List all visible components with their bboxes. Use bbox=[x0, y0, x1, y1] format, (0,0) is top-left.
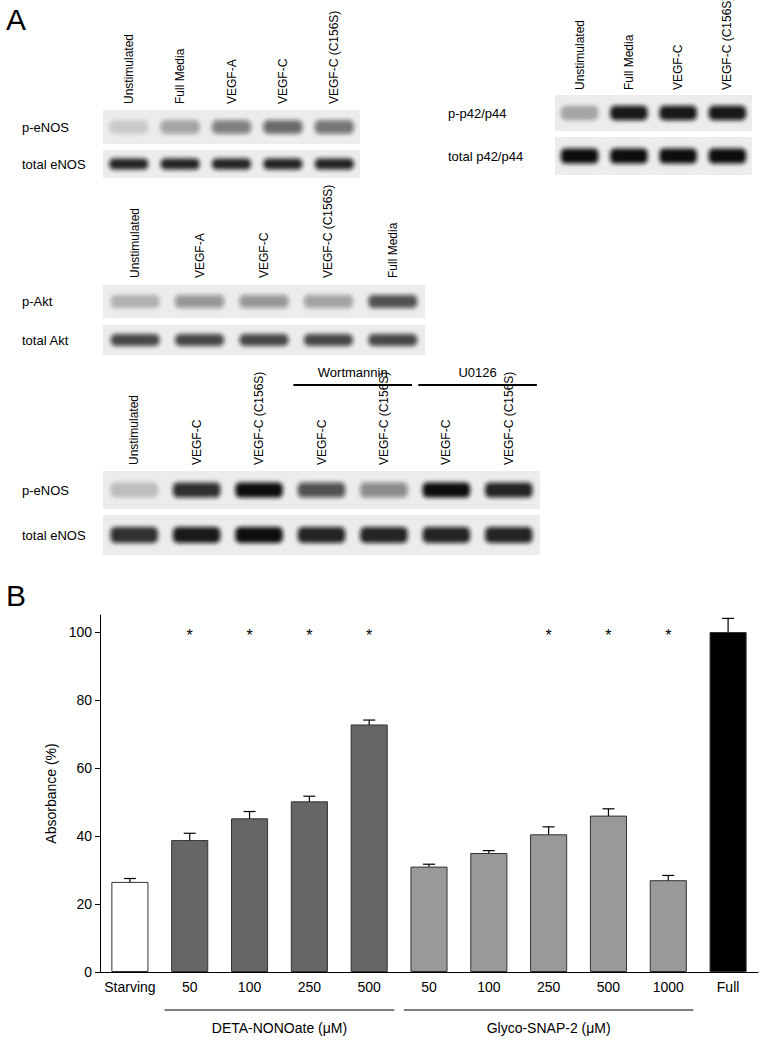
svg-text:Full Media: Full Media bbox=[622, 34, 636, 90]
svg-text:VEGF-C (C156S): VEGF-C (C156S) bbox=[376, 371, 391, 465]
svg-text:1000: 1000 bbox=[653, 979, 684, 995]
svg-text:VEGF-C (C156S): VEGF-C (C156S) bbox=[720, 0, 734, 90]
svg-text:*: * bbox=[366, 627, 372, 644]
svg-text:*: * bbox=[187, 627, 193, 644]
svg-text:p-Akt: p-Akt bbox=[22, 294, 53, 309]
svg-text:VEGF-C (C156S): VEGF-C (C156S) bbox=[252, 372, 266, 465]
svg-text:p-p42/p44: p-p42/p44 bbox=[448, 106, 507, 121]
svg-text:Full Media: Full Media bbox=[173, 48, 187, 104]
svg-text:VEGF-C: VEGF-C bbox=[190, 419, 204, 465]
svg-text:Unstimulated: Unstimulated bbox=[573, 20, 587, 90]
svg-text:250: 250 bbox=[298, 979, 322, 995]
svg-text:20: 20 bbox=[76, 896, 92, 912]
svg-text:VEGF-C (C156S): VEGF-C (C156S) bbox=[327, 11, 341, 104]
svg-text:total eNOS: total eNOS bbox=[22, 157, 86, 172]
svg-text:total p42/p44: total p42/p44 bbox=[448, 149, 523, 164]
svg-text:Unstimulated: Unstimulated bbox=[122, 34, 136, 104]
svg-text:VEGF-C (C156S): VEGF-C (C156S) bbox=[321, 185, 335, 278]
svg-text:500: 500 bbox=[597, 979, 621, 995]
svg-text:*: * bbox=[605, 627, 611, 644]
svg-text:VEGF-C: VEGF-C bbox=[276, 58, 290, 104]
svg-text:40: 40 bbox=[76, 828, 92, 844]
svg-text:Full Media: Full Media bbox=[386, 222, 400, 278]
svg-text:p-eNOS: p-eNOS bbox=[22, 120, 69, 135]
svg-text:VEGF-C: VEGF-C bbox=[257, 232, 271, 278]
svg-text:*: * bbox=[306, 627, 312, 644]
svg-text:VEGF-A: VEGF-A bbox=[225, 59, 239, 104]
svg-text:100: 100 bbox=[238, 979, 262, 995]
svg-text:Unstimulated: Unstimulated bbox=[127, 395, 141, 465]
svg-text:0: 0 bbox=[84, 964, 92, 980]
svg-text:VEGF-A: VEGF-A bbox=[193, 233, 207, 278]
svg-text:60: 60 bbox=[76, 760, 92, 776]
svg-text:A: A bbox=[6, 3, 26, 36]
svg-text:total eNOS: total eNOS bbox=[22, 528, 86, 543]
svg-text:Unstimulated: Unstimulated bbox=[128, 208, 142, 278]
svg-text:Absorbance (%): Absorbance (%) bbox=[43, 743, 59, 843]
svg-text:DETA-NONOate (μM): DETA-NONOate (μM) bbox=[212, 1020, 347, 1036]
svg-text:total Akt: total Akt bbox=[22, 333, 69, 348]
svg-text:VEGF-C (C156S): VEGF-C (C156S) bbox=[501, 371, 516, 465]
svg-text:*: * bbox=[246, 627, 252, 644]
svg-text:Wortmannin: Wortmannin bbox=[318, 365, 388, 380]
svg-text:VEGF-C: VEGF-C bbox=[671, 44, 685, 90]
svg-text:80: 80 bbox=[76, 692, 92, 708]
svg-text:B: B bbox=[6, 580, 26, 612]
svg-text:Glyco-SNAP-2 (μM): Glyco-SNAP-2 (μM) bbox=[487, 1020, 611, 1036]
svg-text:500: 500 bbox=[358, 979, 382, 995]
svg-text:VEGF-C: VEGF-C bbox=[315, 419, 329, 465]
svg-text:100: 100 bbox=[69, 624, 93, 640]
svg-text:50: 50 bbox=[182, 979, 198, 995]
svg-text:50: 50 bbox=[421, 979, 437, 995]
svg-text:*: * bbox=[546, 627, 552, 644]
svg-text:250: 250 bbox=[537, 979, 561, 995]
svg-text:Full: Full bbox=[717, 979, 740, 995]
svg-text:U0126: U0126 bbox=[458, 365, 496, 380]
svg-text:100: 100 bbox=[477, 979, 501, 995]
svg-text:p-eNOS: p-eNOS bbox=[22, 483, 69, 498]
svg-text:*: * bbox=[665, 627, 671, 644]
svg-text:Starving: Starving bbox=[104, 979, 155, 995]
svg-text:VEGF-C: VEGF-C bbox=[439, 419, 453, 465]
